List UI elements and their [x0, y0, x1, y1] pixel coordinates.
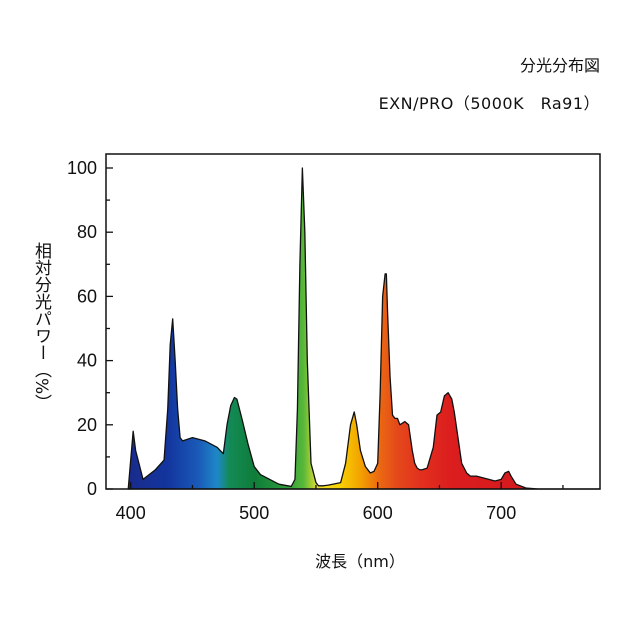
y-tick-label: 60 — [77, 286, 97, 306]
y-tick-label: 0 — [87, 479, 97, 499]
x-axis-label: 波長（nm） — [315, 552, 405, 571]
chart-title: 分光分布図 — [519, 56, 600, 75]
y-tick-label: 80 — [77, 222, 97, 242]
y-axis-label: 相対分光パワー（%） — [31, 242, 51, 412]
plot-frame — [105, 153, 601, 490]
spectrum-area — [127, 167, 601, 490]
y-tick-label: 20 — [77, 415, 97, 435]
x-tick-label: 400 — [116, 503, 146, 523]
y-tick-label: 40 — [77, 351, 97, 371]
y-tick-label: 100 — [67, 158, 97, 178]
x-tick-label: 600 — [363, 503, 393, 523]
x-tick-label: 700 — [486, 503, 516, 523]
x-tick-label: 500 — [239, 503, 269, 523]
chart-subtitle: EXN/PRO（5000K Ra91） — [378, 94, 600, 113]
